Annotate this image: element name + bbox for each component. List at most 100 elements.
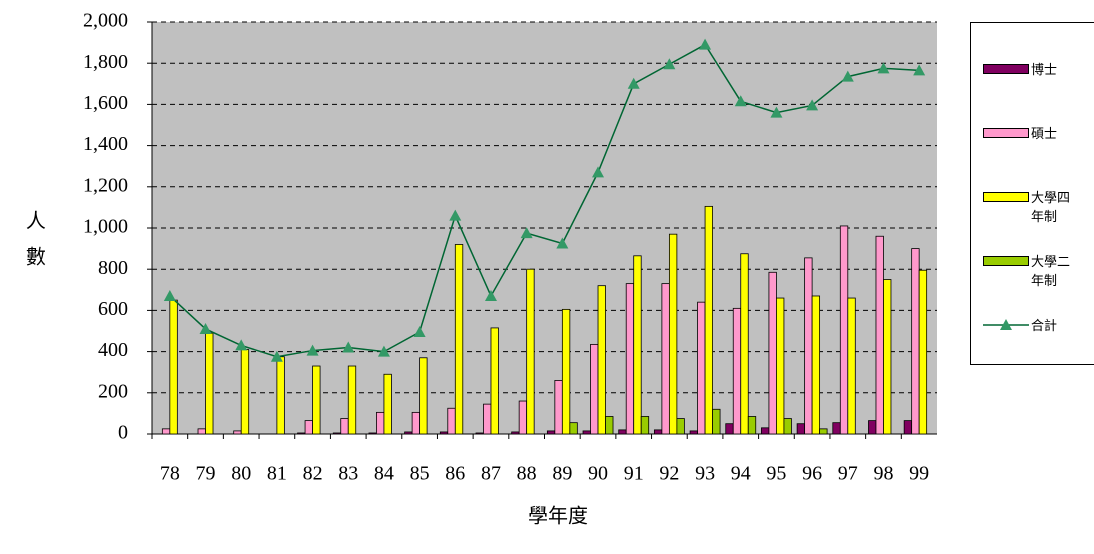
- bar: [811, 295, 821, 435]
- y-tick-label: 1,200: [83, 174, 128, 196]
- line-marker: [449, 209, 462, 221]
- line-marker: [163, 289, 176, 301]
- legend: 博士 碩士 大學四年制 大學二年制 合計: [970, 22, 1094, 365]
- bar: [546, 430, 556, 435]
- x-tick-label: 80: [231, 463, 251, 485]
- legend-label: 博士: [1031, 63, 1058, 78]
- x-tick-label: 78: [160, 463, 180, 485]
- legend-label: 大學二年制: [1031, 255, 1071, 289]
- x-tick-label: 81: [267, 463, 287, 485]
- bar: [640, 416, 650, 435]
- y-tick-label: 1,400: [83, 133, 128, 155]
- x-tick-label: 86: [445, 463, 465, 485]
- y-axis-title: 人數: [22, 210, 45, 282]
- bar: [475, 432, 484, 435]
- x-tick-label: 82: [303, 463, 323, 485]
- y-tick-label: 1,600: [83, 92, 128, 114]
- bar: [590, 343, 599, 435]
- line-marker: [270, 350, 283, 362]
- legend-swatch: [983, 256, 1029, 266]
- legend-swatch: [983, 128, 1029, 138]
- line-marker: [306, 344, 319, 356]
- line: [169, 43, 920, 358]
- bar: [796, 423, 806, 435]
- bar: [447, 407, 456, 435]
- line-marker: [592, 166, 605, 178]
- legend-entry: 碩士: [983, 125, 1075, 144]
- line-marker: [484, 289, 497, 301]
- bar: [161, 428, 171, 435]
- bar: [597, 285, 606, 435]
- x-tick-label: 84: [374, 463, 394, 485]
- bar: [918, 269, 928, 435]
- legend-label: 大學四年制: [1031, 191, 1071, 225]
- legend-swatch: [983, 64, 1029, 74]
- bar: [633, 255, 642, 435]
- x-tick-label: 90: [588, 463, 608, 485]
- bar: [819, 428, 828, 435]
- y-tick-label: 2,000: [83, 10, 128, 32]
- x-tick-label: 92: [659, 463, 679, 485]
- bar: [383, 373, 392, 435]
- bar: [419, 357, 428, 435]
- bar: [304, 420, 313, 435]
- line-marker: [342, 341, 355, 353]
- bar: [732, 307, 742, 435]
- x-tick-label: 96: [802, 463, 822, 485]
- bar: [776, 297, 785, 435]
- bar: [276, 356, 285, 435]
- bar: [368, 432, 377, 435]
- bar: [697, 301, 706, 435]
- x-tick-label: 83: [338, 463, 358, 485]
- bar: [561, 308, 571, 435]
- line-marker: [877, 62, 890, 74]
- x-tick-label: 79: [196, 463, 216, 485]
- line-marker: [663, 58, 676, 70]
- line-marker: [699, 38, 712, 50]
- bar: [676, 418, 685, 435]
- bar: [839, 225, 849, 435]
- line-marker: [556, 237, 569, 249]
- bar: [439, 431, 449, 435]
- bar: [847, 297, 856, 435]
- bar: [868, 420, 877, 435]
- bar: [569, 422, 578, 435]
- x-tick-label: 88: [517, 463, 537, 485]
- bar: [712, 408, 721, 435]
- bar: [404, 431, 413, 435]
- bar: [725, 423, 734, 435]
- x-tick-label: 97: [838, 463, 858, 485]
- bar: [768, 271, 777, 435]
- bar: [511, 431, 520, 435]
- bar: [903, 420, 913, 435]
- bar: [911, 248, 920, 435]
- y-tick-label: 600: [98, 298, 128, 320]
- bar: [205, 332, 214, 435]
- line-marker: [806, 99, 819, 111]
- bar: [605, 416, 614, 435]
- bar: [411, 411, 421, 435]
- bar: [740, 253, 749, 435]
- line-marker: [235, 339, 248, 351]
- x-tick-label: 87: [481, 463, 501, 485]
- bar: [376, 411, 385, 435]
- y-tick-label: 400: [98, 339, 128, 361]
- bar: [761, 427, 770, 435]
- bar: [483, 403, 492, 435]
- y-tick-label: 0: [118, 422, 128, 444]
- line-marker: [377, 345, 390, 357]
- bar: [653, 429, 663, 435]
- bar: [526, 268, 535, 435]
- bar: [347, 365, 357, 435]
- bar: [747, 416, 757, 435]
- bar: [297, 432, 306, 435]
- legend-entry: 大學四年制: [983, 189, 1075, 227]
- line-marker: [734, 95, 747, 107]
- legend-entry: 博士: [983, 61, 1075, 80]
- bar: [875, 235, 884, 435]
- x-tick-label: 99: [909, 463, 929, 485]
- bar: [704, 205, 713, 435]
- bar: [233, 430, 242, 435]
